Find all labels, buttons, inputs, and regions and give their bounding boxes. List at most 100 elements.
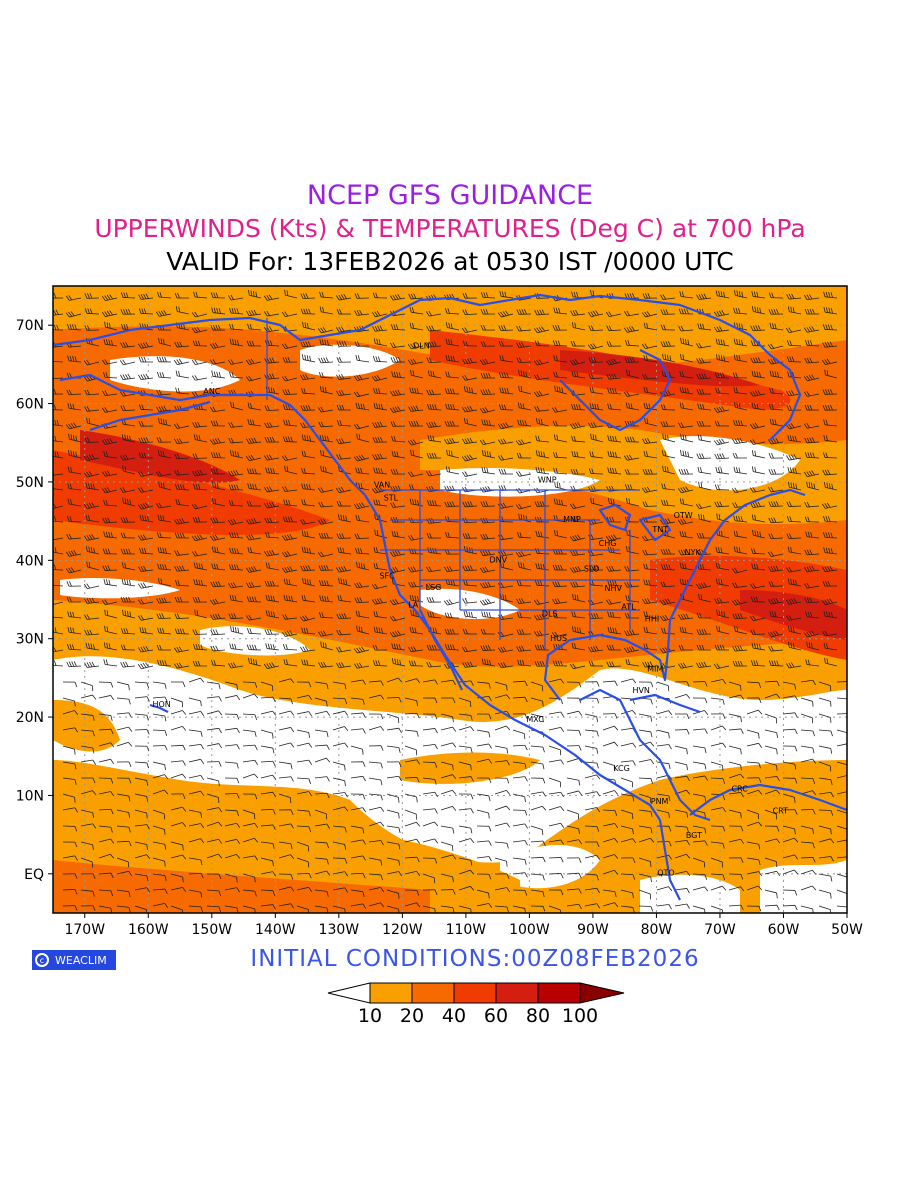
wind-barb [787,546,802,555]
wind-barb [605,599,622,605]
station-chg: CHG [599,539,617,548]
wind-barb [355,547,370,555]
wind-barb [518,561,532,571]
wind-barb [751,370,766,379]
wind-barb [588,373,604,380]
lat-tick-label: 50N [16,475,44,491]
wind-barb [624,436,640,443]
wind-barb [570,516,586,523]
wind-barb [319,595,334,603]
wind-barb [823,291,838,299]
wind-barb [137,598,154,605]
station-mxc: MXC [526,715,544,724]
wind-barb [497,455,514,461]
wind-barb [749,615,766,622]
wind-barb [697,323,712,331]
wind-barb [193,434,208,443]
wind-barb [300,341,316,348]
lon-tick-label: 140W [255,922,296,938]
wind-barb [137,615,154,621]
wind-barb [102,565,118,571]
wind-barb [67,626,82,635]
wind-barb [336,404,352,411]
wind-barb [336,662,352,669]
wind-barb [336,420,352,427]
station-atl: ATL [621,603,636,612]
wind-barb [156,389,172,396]
wind-barb [209,534,226,541]
wind-barb [104,609,118,619]
wind-barb [751,450,766,459]
wind-barb [641,486,658,493]
wind-barb [318,421,334,428]
wind-barb [83,534,100,541]
wind-barb [174,484,190,491]
wind-barb [535,435,550,443]
wind-barb [769,322,784,331]
wind-barb [229,450,244,459]
wind-barb [247,402,262,411]
wind-barb [101,470,118,477]
station-crc: CRC [731,785,748,794]
wind-barb [336,500,352,507]
wind-barb [173,358,190,365]
wind-barb [121,578,136,587]
wind-barb [733,354,748,363]
wind-barb [499,355,514,363]
wind-barb [516,531,532,539]
wind-barb [625,658,640,667]
wind-barb [768,517,784,524]
wind-barb [318,501,334,508]
wind-barb [769,387,784,395]
wind-barb [696,373,712,380]
wind-barb [804,501,820,508]
wind-barb [804,404,820,411]
legend-level-label: 40 [442,1005,466,1027]
wind-barb [301,467,316,475]
wind-barb [660,548,676,555]
wind-barb [535,450,550,459]
wind-barb [68,450,82,459]
wind-barb [803,391,820,397]
wind-barb [408,566,424,573]
wind-barb [660,324,676,331]
wind-barb [714,501,730,508]
wind-barb [211,371,226,379]
wind-barb [571,642,586,651]
wind-barb [569,534,586,542]
wind-barb [264,436,280,443]
wind-barb [410,449,424,459]
wind-barb [299,615,316,622]
wind-barb [246,614,262,621]
wind-barb [804,357,820,364]
wind-barb [642,468,658,475]
wind-barb [606,661,622,668]
lon-tick-label: 90W [577,922,609,938]
wind-barb [281,455,298,461]
valid-time: VALID For: 13FEB2026 at 0530 IST /0000 U… [166,247,734,276]
wind-barb [589,451,604,459]
wind-barb [785,423,802,430]
wind-barb [696,532,712,539]
wind-barb [230,401,244,411]
wind-barb [101,438,118,445]
wind-barb [427,611,442,619]
wind-barb [570,549,586,556]
wind-barb [679,291,694,299]
wind-barb [786,453,802,461]
wind-barb [246,437,262,444]
wind-barb [263,662,280,669]
wind-barb [678,325,694,332]
wind-barb [84,308,100,315]
wind-barb [121,434,136,443]
wind-barb [372,644,388,651]
wind-barb [301,546,316,555]
wind-barb [103,642,118,651]
wind-barb [390,468,406,475]
wind-barb [533,326,550,334]
wind-barb [229,307,244,315]
wind-barb [768,533,784,540]
wind-barb [391,435,406,443]
wind-barb [175,387,190,395]
wind-barb [138,437,154,444]
